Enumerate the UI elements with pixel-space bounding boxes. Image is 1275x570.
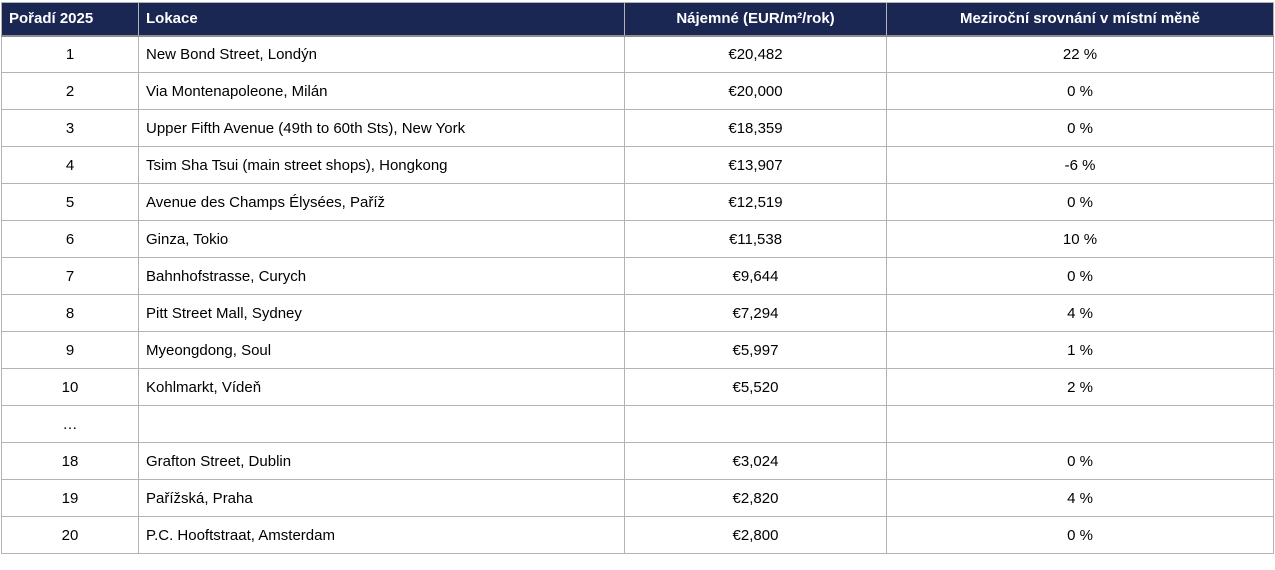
table-row: 10 Kohlmarkt, Vídeň €5,520 2 % — [1, 368, 1274, 406]
table-row-ellipsis: … — [1, 405, 1274, 443]
location-cell: Via Montenapoleone, Milán — [138, 72, 625, 110]
yoy-cell: 0 % — [886, 109, 1274, 147]
rank-cell: 7 — [1, 257, 139, 295]
rank-cell: 3 — [1, 109, 139, 147]
location-cell: Pitt Street Mall, Sydney — [138, 294, 625, 332]
rank-cell: 20 — [1, 516, 139, 554]
rent-cell: €2,820 — [624, 479, 887, 517]
location-cell: New Bond Street, Londýn — [138, 35, 625, 73]
yoy-cell: 0 % — [886, 516, 1274, 554]
location-cell: Avenue des Champs Élysées, Paříž — [138, 183, 625, 221]
column-header-rank: Pořadí 2025 — [1, 2, 139, 37]
yoy-cell: 1 % — [886, 331, 1274, 369]
rent-cell — [624, 405, 887, 443]
rent-cell: €20,482 — [624, 35, 887, 73]
rank-cell: 4 — [1, 146, 139, 184]
yoy-cell: 0 % — [886, 442, 1274, 480]
table-row: 2 Via Montenapoleone, Milán €20,000 0 % — [1, 72, 1274, 110]
rank-cell: 1 — [1, 35, 139, 73]
yoy-cell: 10 % — [886, 220, 1274, 258]
rent-cell: €12,519 — [624, 183, 887, 221]
yoy-cell: 0 % — [886, 183, 1274, 221]
rent-cell: €20,000 — [624, 72, 887, 110]
location-cell: Upper Fifth Avenue (49th to 60th Sts), N… — [138, 109, 625, 147]
table-row: 18 Grafton Street, Dublin €3,024 0 % — [1, 442, 1274, 480]
rank-cell: 6 — [1, 220, 139, 258]
table-row: 19 Pařížská, Praha €2,820 4 % — [1, 479, 1274, 517]
table-body: 1 New Bond Street, Londýn €20,482 22 % 2… — [1, 35, 1274, 554]
rank-cell: 2 — [1, 72, 139, 110]
table-row: 6 Ginza, Tokio €11,538 10 % — [1, 220, 1274, 258]
rent-ranking-table: Pořadí 2025 Lokace Nájemné (EUR/m²/rok) … — [1, 2, 1274, 554]
location-cell: Grafton Street, Dublin — [138, 442, 625, 480]
column-header-rent: Nájemné (EUR/m²/rok) — [624, 2, 887, 37]
rent-cell: €7,294 — [624, 294, 887, 332]
yoy-cell: 4 % — [886, 479, 1274, 517]
yoy-cell: 22 % — [886, 35, 1274, 73]
location-cell: Ginza, Tokio — [138, 220, 625, 258]
rent-cell: €2,800 — [624, 516, 887, 554]
rank-cell: 19 — [1, 479, 139, 517]
location-cell: Bahnhofstrasse, Curych — [138, 257, 625, 295]
table-row: 20 P.C. Hooftstraat, Amsterdam €2,800 0 … — [1, 516, 1274, 554]
table-row: 1 New Bond Street, Londýn €20,482 22 % — [1, 35, 1274, 73]
table-row: 7 Bahnhofstrasse, Curych €9,644 0 % — [1, 257, 1274, 295]
rank-cell: 9 — [1, 331, 139, 369]
rent-cell: €9,644 — [624, 257, 887, 295]
table-row: 9 Myeongdong, Soul €5,997 1 % — [1, 331, 1274, 369]
yoy-cell — [886, 405, 1274, 443]
rent-cell: €13,907 — [624, 146, 887, 184]
location-cell: P.C. Hooftstraat, Amsterdam — [138, 516, 625, 554]
header-row: Pořadí 2025 Lokace Nájemné (EUR/m²/rok) … — [1, 2, 1274, 37]
table-row: 5 Avenue des Champs Élysées, Paříž €12,5… — [1, 183, 1274, 221]
rent-cell: €5,520 — [624, 368, 887, 406]
yoy-cell: -6 % — [886, 146, 1274, 184]
rent-cell: €5,997 — [624, 331, 887, 369]
yoy-cell: 0 % — [886, 257, 1274, 295]
table-row: 3 Upper Fifth Avenue (49th to 60th Sts),… — [1, 109, 1274, 147]
rank-cell: … — [1, 405, 139, 443]
table-header: Pořadí 2025 Lokace Nájemné (EUR/m²/rok) … — [1, 2, 1274, 37]
column-header-location: Lokace — [138, 2, 625, 37]
location-cell: Kohlmarkt, Vídeň — [138, 368, 625, 406]
location-cell: Myeongdong, Soul — [138, 331, 625, 369]
yoy-cell: 2 % — [886, 368, 1274, 406]
yoy-cell: 4 % — [886, 294, 1274, 332]
rank-cell: 18 — [1, 442, 139, 480]
yoy-cell: 0 % — [886, 72, 1274, 110]
rent-cell: €3,024 — [624, 442, 887, 480]
table-row: 8 Pitt Street Mall, Sydney €7,294 4 % — [1, 294, 1274, 332]
rank-cell: 5 — [1, 183, 139, 221]
column-header-yoy: Meziroční srovnání v místní měně — [886, 2, 1274, 37]
rank-cell: 8 — [1, 294, 139, 332]
rank-cell: 10 — [1, 368, 139, 406]
rent-cell: €11,538 — [624, 220, 887, 258]
location-cell — [138, 405, 625, 443]
rent-cell: €18,359 — [624, 109, 887, 147]
location-cell: Tsim Sha Tsui (main street shops), Hongk… — [138, 146, 625, 184]
location-cell: Pařížská, Praha — [138, 479, 625, 517]
table-row: 4 Tsim Sha Tsui (main street shops), Hon… — [1, 146, 1274, 184]
